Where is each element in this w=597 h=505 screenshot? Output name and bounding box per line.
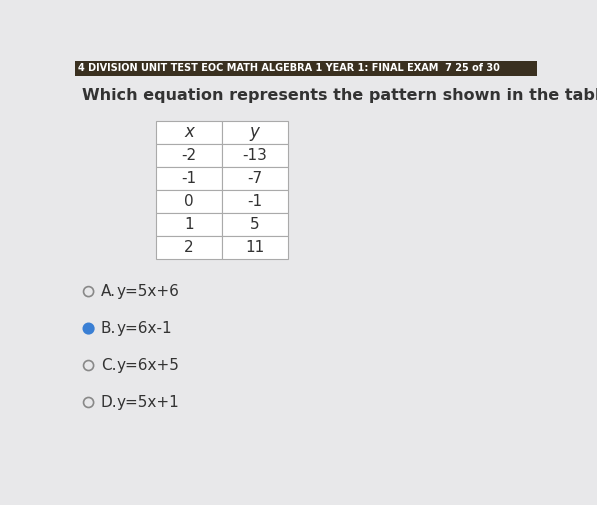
Text: -7: -7 xyxy=(247,171,262,186)
Text: y=6x-1: y=6x-1 xyxy=(116,321,172,336)
Text: y=5x+1: y=5x+1 xyxy=(116,395,179,410)
Text: y=5x+6: y=5x+6 xyxy=(116,284,179,299)
Text: 2: 2 xyxy=(184,240,194,255)
Text: C.: C. xyxy=(101,358,116,373)
Text: 0: 0 xyxy=(184,194,194,209)
Bar xyxy=(156,236,222,259)
Bar xyxy=(222,144,288,167)
Text: x: x xyxy=(184,123,194,141)
Bar xyxy=(222,121,288,144)
Text: -1: -1 xyxy=(247,194,262,209)
Bar xyxy=(156,213,222,236)
Text: -13: -13 xyxy=(242,148,267,163)
Bar xyxy=(156,167,222,190)
Text: 5: 5 xyxy=(250,217,260,232)
Bar xyxy=(222,190,288,213)
Bar xyxy=(222,236,288,259)
Text: -2: -2 xyxy=(181,148,196,163)
Text: y=6x+5: y=6x+5 xyxy=(116,358,179,373)
Text: 4 DIVISION UNIT TEST EOC MATH ALGEBRA 1 YEAR 1: FINAL EXAM  7 25 of 30: 4 DIVISION UNIT TEST EOC MATH ALGEBRA 1 … xyxy=(78,63,500,73)
Circle shape xyxy=(84,324,94,334)
Bar xyxy=(75,61,537,76)
Text: A.: A. xyxy=(101,284,116,299)
Bar xyxy=(156,121,222,144)
Text: y: y xyxy=(250,123,260,141)
Text: 1: 1 xyxy=(184,217,194,232)
Text: -1: -1 xyxy=(181,171,196,186)
Text: B.: B. xyxy=(101,321,116,336)
Circle shape xyxy=(84,397,94,408)
Circle shape xyxy=(84,287,94,296)
Circle shape xyxy=(84,361,94,371)
Text: Which equation represents the pattern shown in the table?: Which equation represents the pattern sh… xyxy=(82,87,597,103)
Text: D.: D. xyxy=(101,395,118,410)
Bar xyxy=(156,144,222,167)
Text: 11: 11 xyxy=(245,240,264,255)
Bar xyxy=(156,190,222,213)
Bar xyxy=(222,167,288,190)
Bar xyxy=(222,213,288,236)
